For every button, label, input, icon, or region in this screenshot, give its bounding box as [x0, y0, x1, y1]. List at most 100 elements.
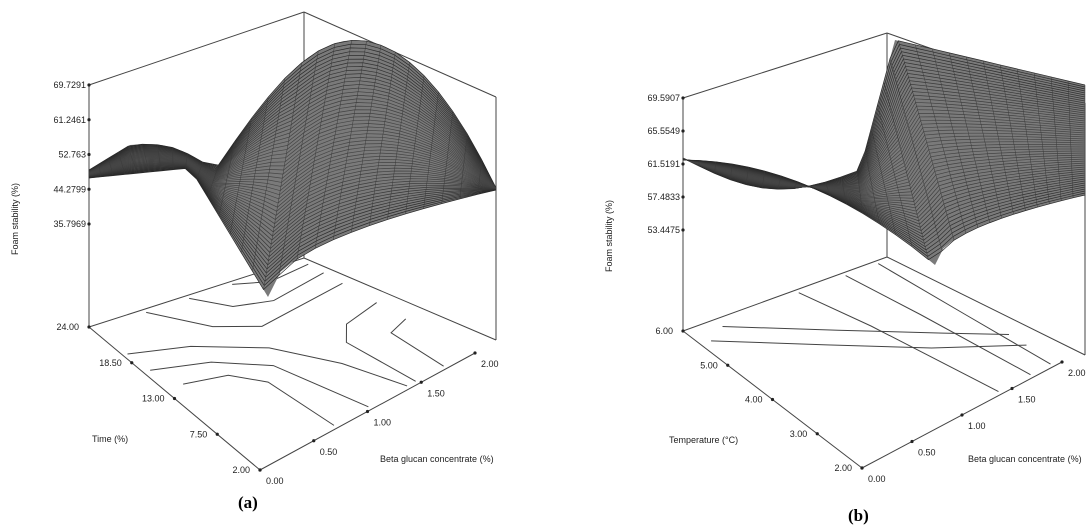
chart-a-mesh-line [405, 75, 425, 214]
chart-b-z-tick-mark [681, 96, 685, 100]
chart-a-mesh-line [172, 147, 174, 170]
chart-a-mesh-line [332, 41, 367, 240]
chart-a-y-tick-label: 24.00 [56, 322, 79, 332]
chart-b-mesh-line [777, 175, 782, 190]
chart-a-z-tick-mark [87, 152, 91, 157]
chart-a-y-tick-label: 7.50 [190, 429, 208, 439]
chart-a-x-tick-label: 2.00 [481, 359, 499, 369]
chart-a-mesh-line [441, 111, 454, 204]
chart-b-x-tick-label: 0.50 [918, 448, 936, 458]
chart-b-y-tick-label: 4.00 [745, 395, 763, 405]
chart-a-z-tick-label: 35.7969 [53, 219, 86, 229]
chart-b-y-tick-mark [815, 432, 819, 436]
chart-b-y-tick-label: 2.00 [834, 463, 852, 473]
chart-a-mesh-line [207, 165, 219, 198]
chart-a-mesh-line [184, 153, 188, 169]
chart-a-mesh-line [98, 164, 102, 177]
chart-b-contour-line [878, 263, 1051, 365]
chart-a-y-tick-label: 2.00 [232, 465, 250, 475]
chart-a-contour-line [183, 374, 335, 426]
chart-b-contour-line [845, 275, 1031, 376]
chart-b-mesh-line [889, 58, 943, 251]
chart-b-mesh-line [793, 181, 798, 189]
chart-b: 53.4475 57.4833 61.5191 65.5549 69.5907 2.00… [604, 32, 1086, 525]
chart-a-contour-line [390, 318, 444, 367]
chart-b-y-label: Temperature (°C) [669, 435, 738, 445]
chart-a-z-tick-mark [87, 118, 91, 122]
chart-a-z-tick-label: 69.7291 [53, 80, 86, 90]
chart-b-z-tick-mark [681, 162, 685, 166]
chart-b-z-tick-label: 65.5549 [647, 126, 680, 136]
chart-a-mesh-line [241, 96, 269, 253]
chart-b-surface [682, 40, 1086, 265]
chart-b-mesh-line [932, 48, 979, 228]
chart-b-mesh-line [877, 104, 913, 247]
chart-b-y-ticks: 2.00 3.00 4.00 5.00 6.00 [655, 326, 864, 473]
chart-a-contour-line [189, 272, 324, 308]
chart-a-x-tick-mark [473, 351, 477, 355]
chart-a-x-tick-mark [365, 409, 370, 414]
chart-a-z-tick-label: 52.763 [58, 150, 86, 160]
chart-b-mesh-line [730, 164, 733, 180]
chart-a-y-ticks: 2.00 7.50 13.00 18.50 24.00 [56, 322, 262, 475]
chart-a-mesh-line [196, 162, 204, 180]
chart-b-mesh-line [1067, 80, 1074, 198]
chart-a-contour-line [127, 345, 408, 387]
chart-a-mesh-line [252, 78, 286, 272]
chart-b-mesh-line [1033, 72, 1050, 204]
chart-a-mesh-line [369, 52, 396, 226]
chart-b-y-tick-label: 5.00 [700, 360, 718, 370]
chart-b-x-label: Beta glucan concentrate (%) [968, 454, 1082, 464]
chart-a-y-tick-mark [172, 396, 177, 401]
chart-b-x-tick-mark [860, 466, 864, 470]
chart-b-mesh-line [883, 81, 929, 260]
chart-a-y-label: Time (%) [92, 434, 128, 444]
chart-a-z-tick-label: 44.2799 [53, 184, 86, 194]
chart-b-mesh-line [1050, 76, 1062, 201]
chart-a-mesh-line [118, 152, 126, 175]
chart-b-mesh-line [761, 171, 766, 188]
chart-b-y-tick-label: 6.00 [655, 326, 673, 336]
chart-a-mesh-line [459, 133, 468, 199]
chart-b-surface-fill [683, 40, 1085, 265]
chart-b-mesh-line [809, 185, 815, 189]
chart-a-z-tick-mark [87, 83, 91, 87]
chart-a-mesh-line [278, 50, 319, 276]
chart-a-contours [127, 263, 444, 426]
chart-b-y-tick-mark [726, 363, 730, 367]
chart-a-contour-line [150, 361, 369, 408]
chart-a-x-tick-mark [419, 380, 423, 384]
chart-b-mesh-line [949, 52, 991, 223]
chart-a-y-tick-label: 13.00 [142, 394, 165, 404]
chart-b-mesh-line [840, 176, 847, 205]
chart-b-mesh-line [915, 44, 967, 234]
chart-a-x-tick-label: 1.50 [427, 388, 445, 398]
chart-a-x-tick-label: 1.00 [374, 418, 392, 428]
chart-b-z-tick-label: 61.5191 [647, 159, 680, 169]
chart-a-y-tick-mark [87, 325, 91, 329]
chart-a-mesh-line [296, 43, 336, 260]
chart-b-x-tick-mark [1060, 360, 1064, 364]
chart-b-z-tick-label: 53.4475 [647, 225, 680, 235]
chart-b-contour-line [722, 326, 1009, 336]
chart-b-mesh-line [856, 171, 864, 214]
chart-b-mesh-line [824, 181, 831, 196]
chart-b-z-ticks: 53.4475 57.4833 61.5191 65.5549 69.5907 [647, 93, 685, 235]
chart-b-z-tick-mark [681, 228, 685, 232]
chart-b-mesh-line [745, 167, 749, 185]
chart-b-x-ticks: 0.00 0.50 1.00 1.50 2.00 [860, 360, 1086, 484]
chart-a-z-tick-mark [87, 187, 91, 191]
chart-b-x-tick-mark [960, 413, 964, 417]
chart-a-contour-line [146, 282, 343, 328]
chart-a-mesh-line [157, 144, 162, 171]
chart-b-y-tick-label: 3.00 [790, 429, 808, 439]
chart-b-mesh-line [714, 161, 716, 174]
chart-a-surface-fill [89, 40, 496, 297]
chart-a-mesh-line [263, 62, 302, 290]
chart-a-mesh-line [229, 118, 252, 235]
chart-a-y-tick-mark [130, 361, 134, 365]
chart-b-mesh-line [982, 60, 1014, 215]
chart-a-mesh-line [141, 144, 150, 173]
chart-b-y-tick-mark [770, 397, 775, 402]
